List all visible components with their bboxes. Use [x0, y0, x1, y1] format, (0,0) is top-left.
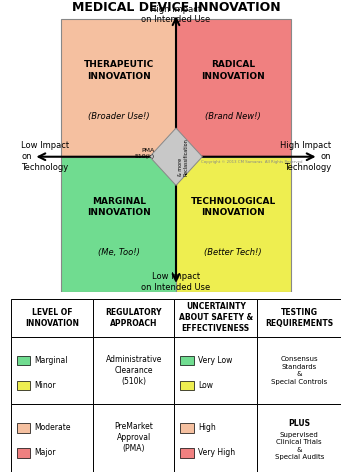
Text: Copyright © 2013 CM Samaras  All Rights Reserved: Copyright © 2013 CM Samaras All Rights R…	[201, 161, 302, 164]
Text: TESTING
REQUIREMENTS: TESTING REQUIREMENTS	[265, 308, 333, 328]
Text: & more
Reclassification: & more Reclassification	[177, 138, 188, 175]
Bar	[17, 356, 30, 365]
Text: Low Impact
on
Technology: Low Impact on Technology	[21, 141, 69, 173]
Bar	[257, 299, 341, 337]
Text: PLUS: PLUS	[288, 419, 310, 428]
Bar	[176, 157, 291, 292]
Bar	[174, 404, 257, 472]
Bar	[93, 337, 174, 404]
Text: Moderate: Moderate	[35, 423, 71, 432]
Bar	[180, 448, 194, 458]
Text: MARGINAL
INNOVATION: MARGINAL INNOVATION	[87, 197, 151, 217]
Bar	[11, 299, 93, 337]
Text: (Me, Too!): (Me, Too!)	[98, 248, 140, 257]
Text: Administrative
Clearance
(510k): Administrative Clearance (510k)	[106, 355, 162, 386]
Text: (Broader Use!): (Broader Use!)	[88, 112, 150, 121]
Bar	[17, 448, 30, 458]
Bar	[93, 404, 174, 472]
Text: UNCERTAINTY
ABOUT SAFETY &
EFFECTIVENESS: UNCERTAINTY ABOUT SAFETY & EFFECTIVENESS	[179, 302, 253, 333]
Text: Low Impact
on Intended Use: Low Impact on Intended Use	[142, 272, 210, 292]
Bar	[180, 423, 194, 433]
Bar	[17, 423, 30, 433]
Bar	[180, 381, 194, 391]
Bar	[257, 404, 341, 472]
Text: Major: Major	[35, 448, 56, 457]
Text: TECHNOLOGICAL
INNOVATION: TECHNOLOGICAL INNOVATION	[191, 197, 276, 217]
Bar	[174, 299, 257, 337]
Text: Very Low: Very Low	[199, 356, 233, 365]
Text: (Better Tech!): (Better Tech!)	[205, 248, 262, 257]
Bar	[174, 337, 257, 404]
Bar	[176, 19, 291, 157]
Bar	[61, 157, 176, 292]
Text: LEVEL OF
INNOVATION: LEVEL OF INNOVATION	[25, 308, 79, 328]
Text: PMA
510(k): PMA 510(k)	[134, 148, 154, 159]
Bar	[180, 356, 194, 365]
Text: Supervised
Clinical Trials
&
Special Audits: Supervised Clinical Trials & Special Aud…	[275, 432, 324, 460]
Bar	[93, 299, 174, 337]
Bar	[11, 337, 93, 404]
Text: PreMarket
Approval
(PMA): PreMarket Approval (PMA)	[114, 422, 153, 454]
Bar	[17, 381, 30, 391]
Text: THERAPEUTIC
INNOVATION: THERAPEUTIC INNOVATION	[83, 61, 154, 81]
Bar	[257, 337, 341, 404]
Text: MEDICAL DEVICE INNOVATION: MEDICAL DEVICE INNOVATION	[72, 1, 280, 14]
Text: High: High	[199, 423, 216, 432]
Text: Very High: Very High	[199, 448, 235, 457]
Text: REGULATORY
APPROACH: REGULATORY APPROACH	[106, 308, 162, 328]
Text: RADICAL
INNOVATION: RADICAL INNOVATION	[201, 61, 265, 81]
Text: Consensus
Standards
&
Special Controls: Consensus Standards & Special Controls	[271, 356, 327, 385]
Bar	[11, 404, 93, 472]
Text: (Brand New!): (Brand New!)	[206, 112, 261, 121]
Text: High Impact
on
Technology: High Impact on Technology	[280, 141, 331, 173]
Text: High Impact
on Intended Use: High Impact on Intended Use	[142, 5, 210, 24]
Text: Minor: Minor	[35, 381, 56, 390]
Text: Low: Low	[199, 381, 214, 390]
Text: Marginal: Marginal	[35, 356, 68, 365]
Polygon shape	[150, 128, 202, 185]
Bar	[61, 19, 176, 157]
